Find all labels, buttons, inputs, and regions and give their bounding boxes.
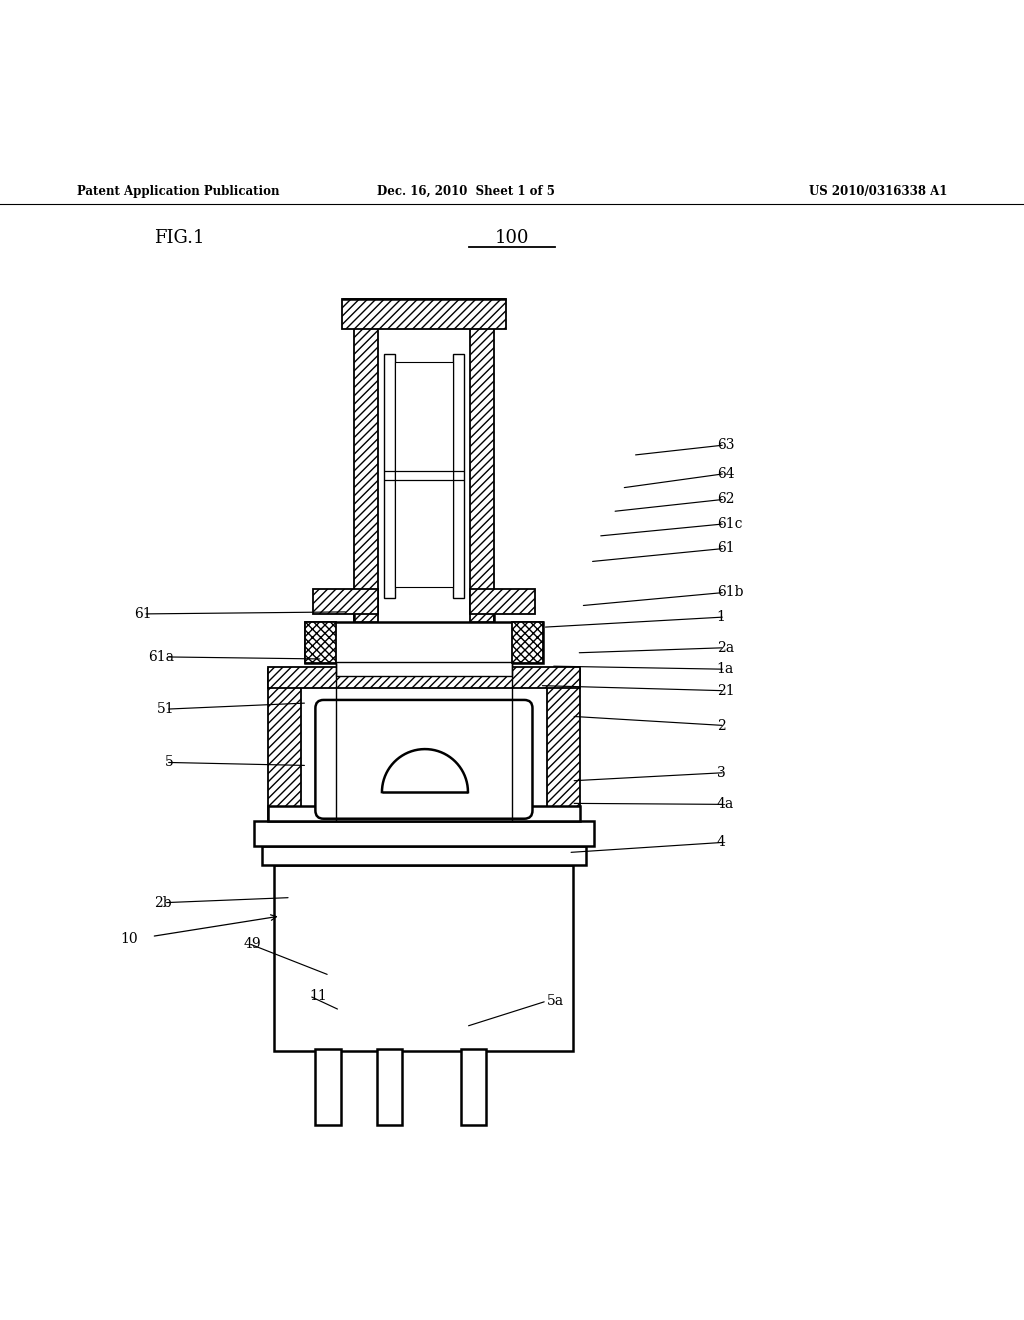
Bar	[512, 622, 543, 663]
Text: 61: 61	[717, 541, 734, 556]
Text: 2: 2	[717, 718, 726, 733]
Bar	[336, 663, 512, 676]
Text: 2b: 2b	[155, 896, 172, 909]
Text: 51: 51	[157, 702, 174, 717]
Bar	[461, 1049, 486, 1125]
Text: 2a: 2a	[717, 640, 734, 655]
Bar	[305, 622, 336, 663]
Text: Patent Application Publication: Patent Application Publication	[77, 185, 280, 198]
Text: 5: 5	[165, 755, 174, 770]
Text: 61c: 61c	[717, 517, 742, 531]
Bar	[354, 317, 378, 622]
Bar	[547, 669, 580, 821]
Bar	[268, 807, 580, 821]
Bar	[453, 354, 464, 598]
Text: 1: 1	[717, 610, 726, 624]
FancyBboxPatch shape	[315, 700, 532, 818]
Bar	[470, 589, 535, 614]
Text: 61b: 61b	[717, 585, 743, 599]
Text: 100: 100	[495, 230, 529, 247]
Text: FIG.1: FIG.1	[154, 230, 205, 247]
Bar	[301, 688, 547, 807]
Bar	[254, 821, 594, 846]
Text: 11: 11	[309, 989, 327, 1003]
Bar	[470, 317, 494, 622]
Text: 64: 64	[717, 467, 734, 480]
Bar	[268, 669, 301, 821]
Text: 21: 21	[717, 684, 734, 698]
Text: US 2010/0316338 A1: US 2010/0316338 A1	[809, 185, 947, 198]
Bar	[377, 1049, 402, 1125]
Text: 3: 3	[717, 766, 726, 780]
Text: 4: 4	[717, 836, 726, 849]
Text: 1a: 1a	[717, 663, 734, 676]
Bar	[268, 667, 580, 688]
Text: 4a: 4a	[717, 797, 734, 812]
Bar	[274, 865, 573, 1051]
Text: 5a: 5a	[547, 994, 564, 1008]
Bar	[395, 362, 453, 587]
Text: 49: 49	[244, 937, 261, 950]
Bar	[315, 1049, 341, 1125]
Text: Dec. 16, 2010  Sheet 1 of 5: Dec. 16, 2010 Sheet 1 of 5	[377, 185, 555, 198]
Text: 62: 62	[717, 492, 734, 507]
Bar	[305, 622, 543, 663]
Text: 63: 63	[717, 438, 734, 451]
Bar	[313, 589, 378, 614]
Bar	[384, 354, 395, 598]
Text: 61a: 61a	[148, 649, 174, 664]
Bar	[262, 846, 586, 865]
Text: 10: 10	[121, 932, 138, 945]
Text: 61: 61	[134, 607, 152, 620]
Bar	[342, 298, 506, 329]
